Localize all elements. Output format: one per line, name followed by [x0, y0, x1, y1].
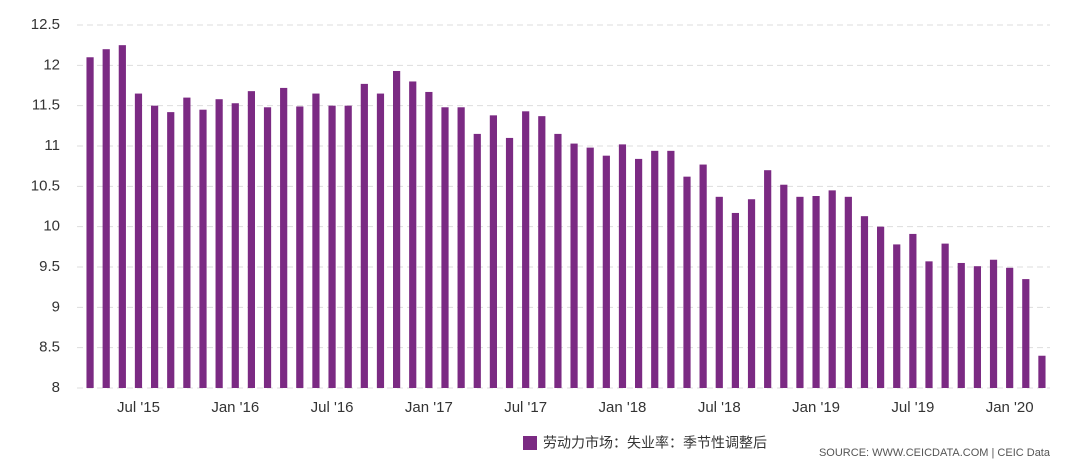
bar — [941, 243, 949, 388]
bar — [586, 147, 594, 388]
bar — [167, 112, 175, 389]
bar — [1038, 355, 1046, 388]
bar — [812, 196, 820, 388]
bar — [764, 170, 772, 388]
bar — [796, 196, 804, 388]
x-tick-label: Jul '15 — [117, 399, 160, 416]
y-tick-label: 12.5 — [31, 16, 60, 33]
y-tick-label: 8.5 — [39, 339, 60, 356]
legend-label: 劳动力市场：失业率：季节性调整后 — [543, 435, 767, 451]
x-tick-label: Jan '16 — [211, 399, 259, 416]
bar — [731, 212, 739, 388]
bar — [715, 196, 723, 388]
x-tick-label: Jul '19 — [891, 399, 934, 416]
bar — [635, 158, 643, 388]
bar — [909, 233, 917, 388]
y-tick-label: 10.5 — [31, 177, 60, 194]
bar — [215, 99, 223, 389]
bar — [296, 106, 304, 389]
y-tick-label: 11.5 — [32, 97, 60, 114]
bar — [570, 143, 578, 388]
bar — [118, 45, 126, 389]
bar — [667, 150, 675, 388]
bar — [602, 155, 610, 388]
legend-swatch — [523, 436, 537, 450]
x-tick-label: Jan '20 — [986, 399, 1034, 416]
bar — [747, 199, 756, 388]
bar — [1006, 267, 1014, 388]
x-tick-label: Jul '17 — [504, 399, 547, 416]
bar — [102, 49, 110, 388]
bar — [683, 176, 691, 388]
y-tick-label: 12 — [43, 56, 60, 73]
x-tick-label: Jan '19 — [792, 399, 840, 416]
bar — [247, 91, 255, 388]
bar — [328, 105, 336, 389]
bar — [312, 93, 320, 389]
y-tick-label: 9.5 — [39, 258, 60, 275]
bar — [425, 91, 433, 388]
bar — [393, 70, 401, 388]
bar — [183, 97, 191, 388]
bar — [925, 261, 933, 388]
bar — [877, 226, 885, 388]
bar — [86, 57, 94, 389]
x-tick-label: Jan '18 — [599, 399, 647, 416]
bar — [989, 259, 998, 388]
x-tick-label: Jul '18 — [698, 399, 741, 416]
bar — [844, 196, 852, 388]
bar — [409, 81, 417, 388]
bar — [199, 109, 207, 388]
y-tick-label: 8 — [52, 379, 60, 396]
y-tick-label: 9 — [52, 298, 60, 315]
bar — [441, 107, 449, 388]
bar — [538, 116, 546, 389]
bar — [489, 115, 497, 388]
bar — [973, 266, 981, 388]
bar — [1022, 279, 1030, 388]
bar — [699, 164, 707, 388]
bar — [780, 184, 788, 388]
bar — [263, 107, 272, 388]
bar — [618, 144, 627, 388]
bar — [651, 150, 659, 388]
bar — [376, 93, 385, 389]
y-tick-label: 10 — [43, 218, 60, 235]
bar — [151, 105, 159, 389]
bar — [231, 103, 239, 388]
x-tick-label: Jul '16 — [311, 399, 354, 416]
y-tick-label: 11 — [44, 137, 60, 154]
bar — [134, 93, 143, 389]
bar — [860, 216, 869, 388]
source-note: SOURCE: WWW.CEICDATA.COM | CEIC Data — [819, 447, 1051, 459]
bar — [360, 83, 368, 389]
bar — [522, 111, 530, 389]
bar — [280, 87, 288, 389]
bar — [554, 133, 562, 388]
bar — [457, 107, 465, 388]
bar — [828, 190, 836, 388]
bar — [505, 137, 514, 388]
bar — [957, 262, 965, 388]
bar — [473, 133, 481, 388]
x-tick-label: Jan '17 — [405, 399, 453, 416]
bar — [344, 105, 352, 389]
bar — [893, 244, 901, 388]
